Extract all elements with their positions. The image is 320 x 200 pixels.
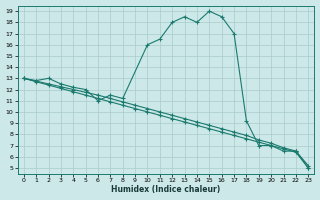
X-axis label: Humidex (Indice chaleur): Humidex (Indice chaleur) [111, 185, 221, 194]
